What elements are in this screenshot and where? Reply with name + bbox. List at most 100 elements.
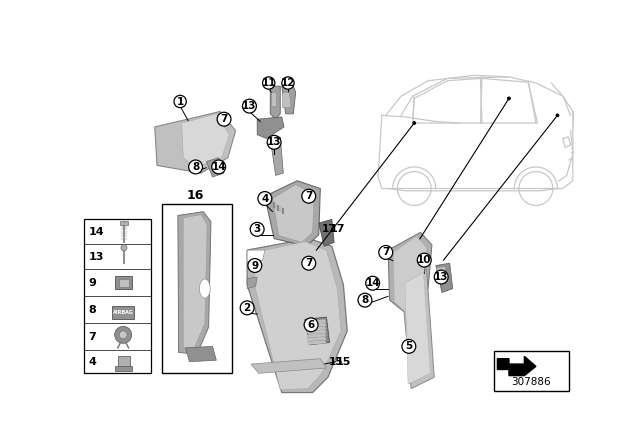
Text: 13: 13 <box>242 101 257 111</box>
Text: 9: 9 <box>252 260 259 271</box>
Polygon shape <box>183 215 207 349</box>
Circle shape <box>556 113 559 117</box>
Polygon shape <box>436 263 452 293</box>
Polygon shape <box>282 86 296 114</box>
Polygon shape <box>280 206 282 212</box>
Polygon shape <box>277 205 280 211</box>
Polygon shape <box>273 202 275 208</box>
Circle shape <box>250 222 264 236</box>
Circle shape <box>248 258 262 272</box>
Text: 14: 14 <box>88 227 104 237</box>
Polygon shape <box>251 359 326 373</box>
Circle shape <box>302 190 316 203</box>
Text: 9: 9 <box>88 278 97 288</box>
Polygon shape <box>186 346 216 362</box>
Polygon shape <box>283 92 291 108</box>
Text: 7: 7 <box>88 332 96 342</box>
Polygon shape <box>178 211 211 354</box>
Circle shape <box>262 77 275 89</box>
Text: 7: 7 <box>382 247 389 258</box>
Bar <box>118 356 130 367</box>
Polygon shape <box>307 323 326 327</box>
Polygon shape <box>255 241 341 389</box>
Polygon shape <box>275 203 277 209</box>
Polygon shape <box>247 277 257 289</box>
Bar <box>493 351 569 391</box>
Polygon shape <box>155 112 236 173</box>
Circle shape <box>258 192 272 206</box>
Bar <box>84 220 151 373</box>
Circle shape <box>282 77 294 89</box>
Circle shape <box>189 160 202 174</box>
Circle shape <box>365 276 380 290</box>
Text: 307886: 307886 <box>511 377 550 387</box>
Polygon shape <box>307 337 326 341</box>
Text: 4: 4 <box>88 357 97 367</box>
Text: 8: 8 <box>88 305 96 315</box>
Text: 1: 1 <box>177 96 184 107</box>
Circle shape <box>217 112 231 126</box>
Text: 10: 10 <box>417 255 431 265</box>
Text: 3: 3 <box>253 224 260 234</box>
Text: AIRBAG: AIRBAG <box>113 310 134 315</box>
Polygon shape <box>388 233 432 315</box>
Polygon shape <box>394 236 427 312</box>
Circle shape <box>304 318 318 332</box>
Text: 15: 15 <box>328 357 343 367</box>
Polygon shape <box>401 269 435 389</box>
Text: 16: 16 <box>187 189 204 202</box>
Text: 17: 17 <box>330 224 345 234</box>
Text: 7: 7 <box>220 114 228 124</box>
Text: 7: 7 <box>305 258 312 268</box>
Polygon shape <box>307 319 326 324</box>
Polygon shape <box>307 326 326 331</box>
Polygon shape <box>282 208 284 214</box>
Circle shape <box>212 160 225 174</box>
Polygon shape <box>271 92 276 106</box>
Polygon shape <box>319 220 334 246</box>
Bar <box>113 306 134 319</box>
Text: 4: 4 <box>261 194 269 203</box>
Circle shape <box>302 256 316 270</box>
Polygon shape <box>270 86 280 119</box>
Text: 5: 5 <box>405 341 412 351</box>
Circle shape <box>119 331 127 339</box>
Bar <box>163 204 232 373</box>
Circle shape <box>519 172 553 206</box>
Polygon shape <box>305 317 330 345</box>
Polygon shape <box>307 333 326 338</box>
Polygon shape <box>405 272 431 384</box>
Polygon shape <box>182 114 230 168</box>
Text: 13: 13 <box>434 272 449 282</box>
Circle shape <box>417 253 431 267</box>
Polygon shape <box>206 158 224 177</box>
Polygon shape <box>265 181 320 246</box>
Text: 15: 15 <box>336 357 351 367</box>
Text: 13: 13 <box>267 137 282 147</box>
Polygon shape <box>307 340 326 345</box>
Bar <box>115 276 132 289</box>
Circle shape <box>397 172 431 206</box>
Ellipse shape <box>200 279 210 298</box>
Text: 2: 2 <box>244 303 251 313</box>
Circle shape <box>507 96 511 100</box>
Circle shape <box>402 340 416 353</box>
Polygon shape <box>247 238 348 392</box>
Circle shape <box>243 99 257 113</box>
Bar <box>119 279 129 287</box>
Polygon shape <box>273 185 314 242</box>
Polygon shape <box>247 250 265 262</box>
Text: 6: 6 <box>307 320 315 330</box>
Polygon shape <box>307 330 326 334</box>
Text: 14: 14 <box>211 162 226 172</box>
Circle shape <box>412 121 416 125</box>
Text: 11: 11 <box>262 78 276 88</box>
Polygon shape <box>257 117 284 138</box>
Text: 13: 13 <box>88 252 104 262</box>
Polygon shape <box>270 137 284 176</box>
Text: 8: 8 <box>192 162 199 172</box>
Circle shape <box>267 135 281 149</box>
Circle shape <box>358 293 372 307</box>
Circle shape <box>435 270 448 284</box>
Bar <box>115 366 132 371</box>
